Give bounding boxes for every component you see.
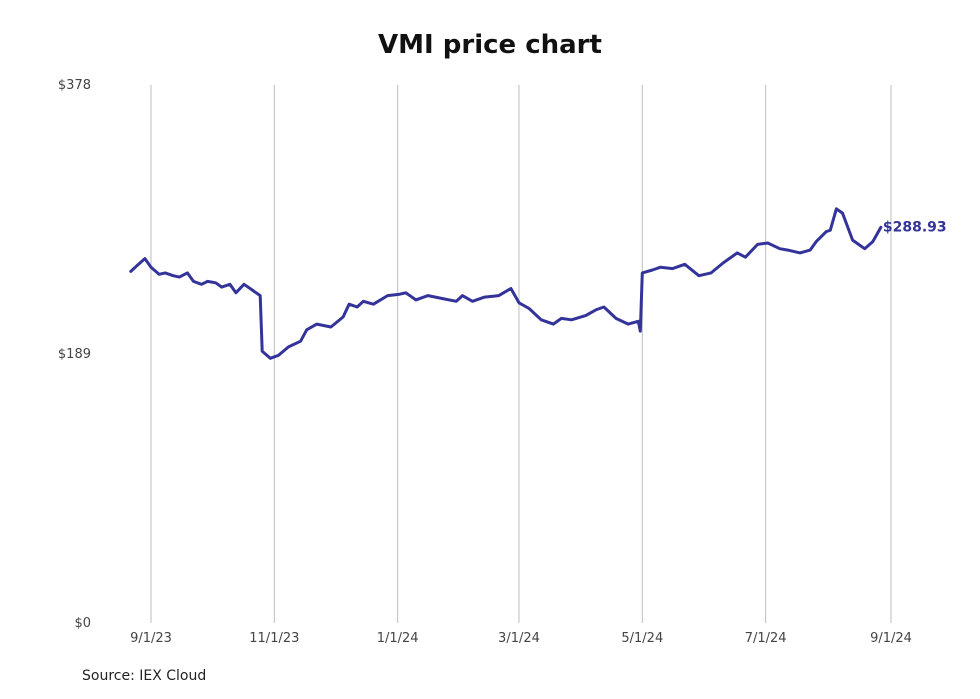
price-series-line (129, 207, 883, 360)
x-tick-label: 3/1/24 (498, 631, 540, 646)
y-tick-label: $0 (74, 616, 91, 631)
source-note: Source: IEX Cloud (82, 668, 207, 684)
y-tick-label: $378 (58, 78, 91, 93)
x-tick-label: 5/1/24 (621, 631, 663, 646)
x-axis-ticks: 9/1/23 11/1/23 1/1/24 3/1/24 5/1/24 7/1/24 9/1… (130, 631, 912, 646)
x-tick-label: 9/1/24 (870, 631, 912, 646)
y-tick-label: $189 (58, 347, 91, 362)
y-axis-ticks: $0 $189 $378 (58, 78, 91, 631)
x-tick-label: 9/1/23 (130, 631, 172, 646)
chart-title: VMI price chart (378, 30, 602, 60)
x-tick-label: 1/1/24 (377, 631, 419, 646)
x-tick-label: 7/1/24 (745, 631, 787, 646)
grid-lines (150, 85, 892, 623)
last-price-label: $288.93 (883, 219, 947, 235)
x-tick-label: 11/1/23 (249, 631, 299, 646)
